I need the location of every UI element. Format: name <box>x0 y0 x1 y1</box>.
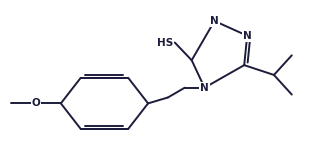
Text: N: N <box>210 16 219 26</box>
Text: N: N <box>200 83 209 93</box>
Text: O: O <box>32 98 41 108</box>
Text: HS: HS <box>157 38 173 48</box>
Text: N: N <box>243 31 251 41</box>
